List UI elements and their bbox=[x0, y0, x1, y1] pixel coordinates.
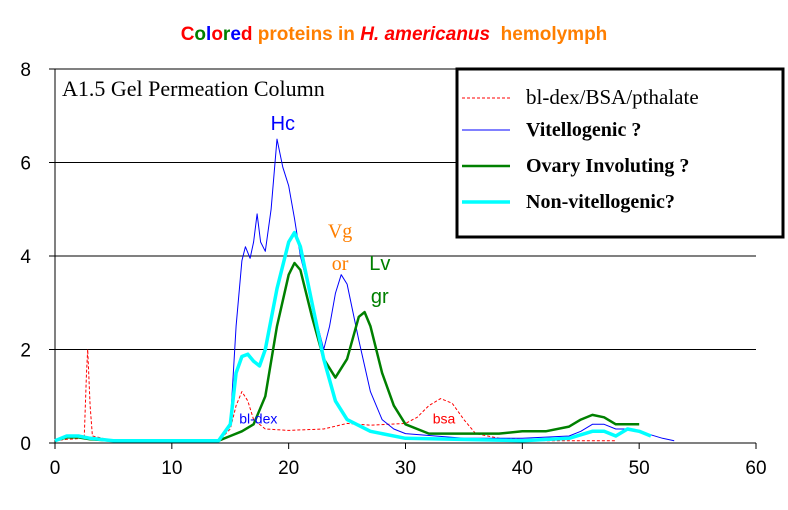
title-part: r bbox=[223, 24, 231, 45]
legend-label: Vitellogenic ? bbox=[526, 119, 641, 141]
annotation-label: bsa bbox=[433, 410, 456, 426]
annotations: Hc Vg or Lv gr bl-dex bsa bbox=[239, 113, 455, 427]
y-tick-label: 4 bbox=[20, 247, 31, 268]
title-part: hemolymph bbox=[490, 24, 607, 45]
x-tick-label: 30 bbox=[395, 458, 416, 479]
x-tick-label: 50 bbox=[629, 458, 650, 479]
chart-title: Colored proteins in H. americanus hemoly… bbox=[181, 24, 608, 45]
axes: 0 2 4 6 8 0 10 20 30 40 50 60 bbox=[20, 60, 766, 479]
legend-box bbox=[455, 67, 785, 239]
annotation-label: or bbox=[332, 253, 349, 275]
annotation-label: bl-dex bbox=[239, 410, 277, 426]
title-part: o bbox=[194, 24, 206, 45]
x-tick-label: 40 bbox=[512, 458, 533, 479]
legend-label: Non-vitellogenic? bbox=[526, 191, 675, 213]
x-tick-label: 10 bbox=[161, 458, 182, 479]
legend: bl-dex/BSA/pthalate Vitellogenic ? Ovary I… bbox=[455, 67, 785, 239]
y-tick-label: 2 bbox=[20, 341, 31, 362]
title-part: H. americanus bbox=[360, 24, 490, 45]
y-tick-label: 6 bbox=[20, 154, 31, 175]
title-part: d bbox=[241, 24, 253, 45]
x-tick-label: 0 bbox=[50, 458, 61, 479]
legend-label: Ovary Involuting ? bbox=[526, 155, 689, 177]
series-line bbox=[54, 349, 616, 442]
title-part: o bbox=[211, 24, 223, 45]
y-tick-label: 0 bbox=[20, 434, 31, 455]
chart-subtitle: A1.5 Gel Permeation Column bbox=[62, 76, 325, 101]
annotation-label: Hc bbox=[271, 113, 295, 135]
annotation-label: Lv bbox=[369, 253, 390, 275]
title-part: proteins in bbox=[253, 24, 361, 45]
legend-label: bl-dex/BSA/pthalate bbox=[526, 85, 699, 109]
title-part: l bbox=[206, 24, 211, 45]
title-part: C bbox=[181, 24, 195, 45]
series-line bbox=[54, 261, 640, 442]
series-lines bbox=[54, 138, 675, 443]
title-part: e bbox=[230, 24, 241, 45]
x-tick-label: 20 bbox=[278, 458, 299, 479]
annotation-label: Vg bbox=[328, 220, 352, 242]
series-line bbox=[54, 230, 652, 443]
y-tick-label: 8 bbox=[20, 60, 31, 81]
x-tick-label: 60 bbox=[745, 458, 766, 479]
annotation-label: gr bbox=[371, 286, 389, 308]
